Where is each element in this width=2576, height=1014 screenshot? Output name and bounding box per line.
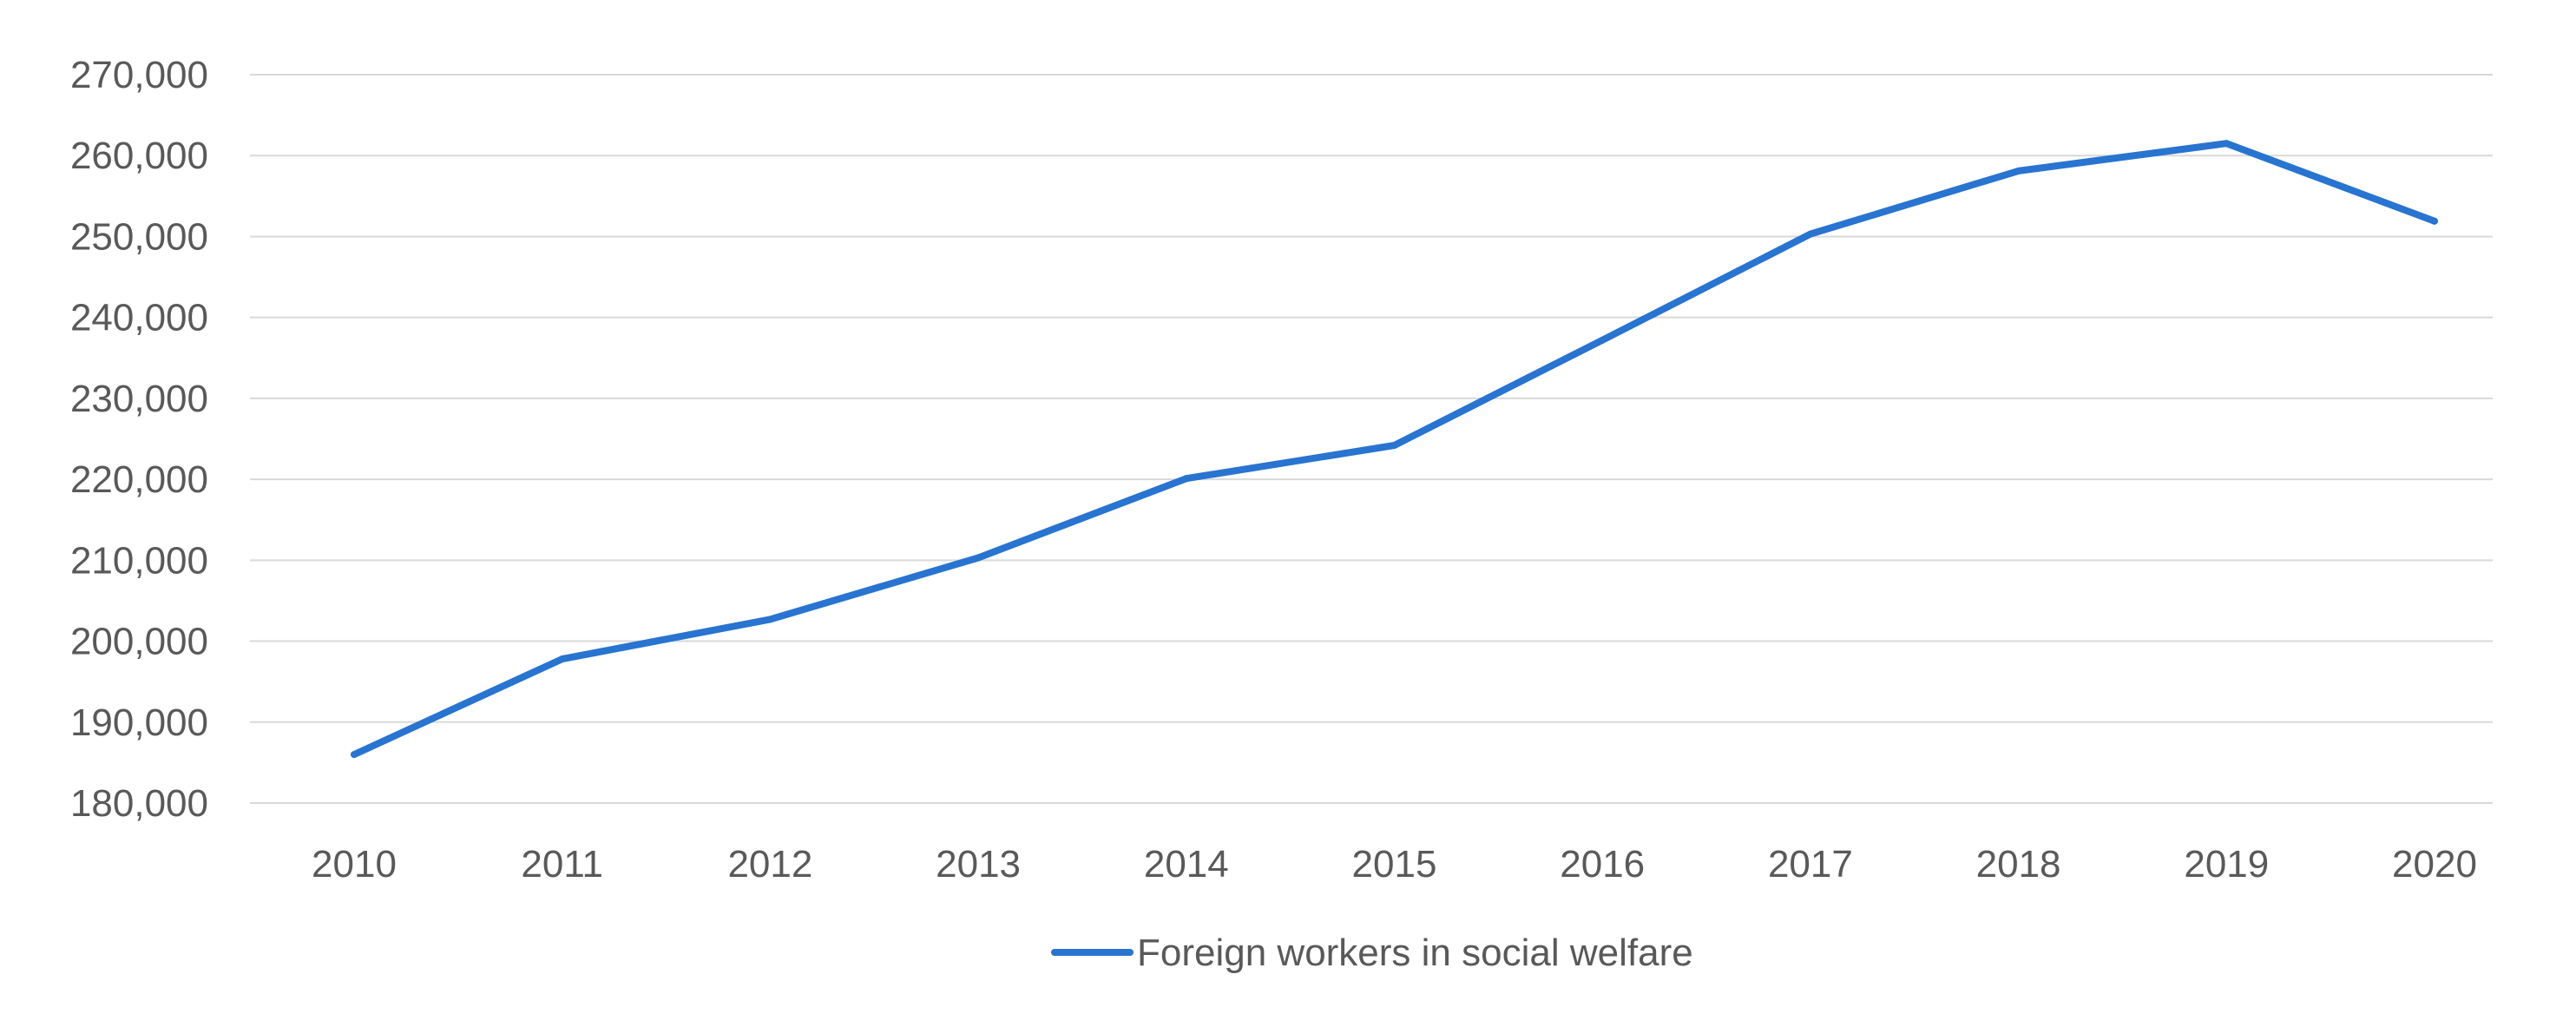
data-point — [2014, 167, 2022, 174]
series-layer — [351, 140, 2438, 759]
data-point — [2431, 217, 2438, 225]
x-tick-label: 2013 — [936, 843, 1021, 886]
y-tick-label: 210,000 — [70, 539, 208, 582]
y-tick-label: 260,000 — [70, 135, 208, 177]
data-point — [1599, 336, 1607, 344]
y-tick-label: 180,000 — [70, 782, 208, 825]
x-tick-label: 2011 — [521, 843, 603, 886]
y-tick-label: 250,000 — [70, 215, 208, 258]
y-tick-label: 220,000 — [70, 458, 208, 501]
x-tick-label: 2019 — [2184, 843, 2269, 886]
series-line — [351, 140, 2438, 759]
x-tick-label: 2014 — [1144, 843, 1229, 886]
data-point — [975, 554, 982, 562]
x-tick-label: 2010 — [312, 843, 397, 886]
data-point — [1806, 230, 1814, 238]
legend: Foreign workers in social welfare — [1051, 932, 1693, 974]
x-tick-label: 2016 — [1560, 843, 1645, 886]
y-tick-label: 240,000 — [70, 297, 208, 339]
gridlines — [250, 74, 2493, 804]
y-tick-label: 200,000 — [70, 621, 208, 663]
y-tick-label: 270,000 — [70, 54, 208, 96]
data-point — [766, 616, 774, 623]
legend-label: Foreign workers in social welfare — [1137, 932, 1693, 974]
x-tick-label: 2020 — [2392, 843, 2477, 886]
data-point — [351, 751, 358, 759]
data-point — [1182, 475, 1190, 483]
y-tick-label: 190,000 — [70, 701, 208, 744]
x-axis-tick-labels: 2010 2011 2012 2013 2014 2015 2016 2017 2018 2019… — [312, 843, 2477, 886]
y-axis-tick-labels: 180,000 190,000 200,000 210,000 220,000 230,0… — [70, 54, 208, 825]
x-tick-label: 2015 — [1352, 843, 1437, 886]
x-tick-label: 2018 — [1976, 843, 2061, 886]
y-tick-label: 230,000 — [70, 378, 208, 420]
data-point — [1390, 441, 1398, 449]
data-point — [2223, 140, 2231, 148]
x-tick-label: 2017 — [1768, 843, 1853, 886]
data-point — [558, 655, 566, 663]
x-tick-label: 2012 — [727, 843, 812, 886]
